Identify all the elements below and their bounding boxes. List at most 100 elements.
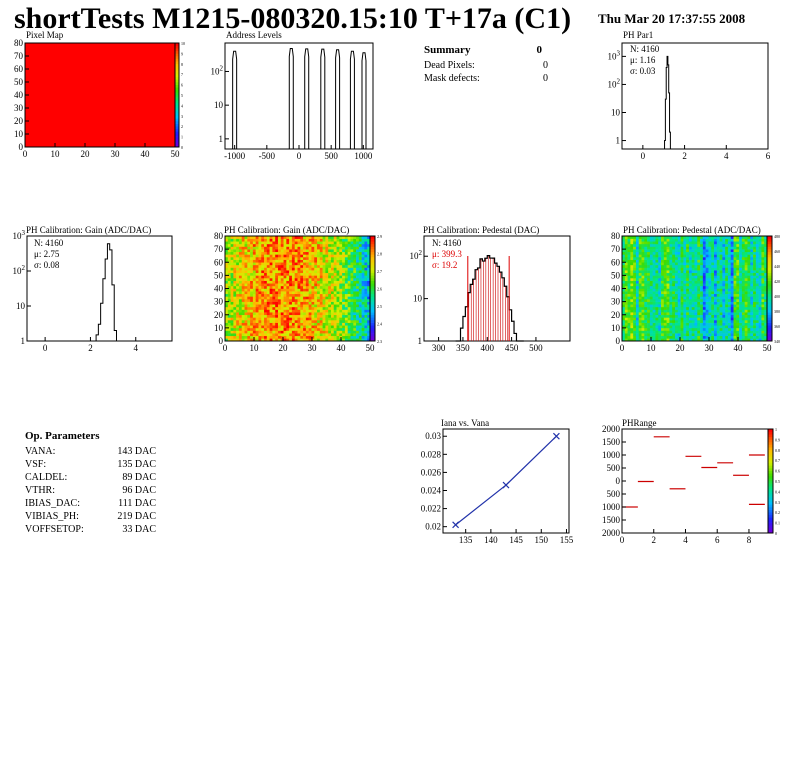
ph-pedestal-map-cell [736, 333, 740, 337]
ph-pedestal-map-cell [630, 327, 634, 331]
ph-pedestal-map-cell [700, 280, 704, 284]
ph-par1-x-tick-label: 2 [682, 151, 687, 161]
ph-gain-map-cell [317, 306, 321, 310]
ph-gain-map-cell [289, 272, 293, 276]
ph-pedestal-map-cell [652, 249, 656, 253]
ph-gain-map-cell [344, 304, 348, 308]
ph-gain-map-cell [238, 254, 243, 258]
ph-pedestal-map-cell [739, 262, 743, 266]
ph-gain-map-cell [230, 285, 234, 289]
ph-pedestal-map-cell [694, 301, 698, 305]
ph-pedestal-map-cell [702, 301, 706, 305]
ph-pedestal-map-cell [747, 301, 751, 305]
ph-gain-map-cell [344, 280, 348, 284]
ph-gain-map-cell [311, 291, 315, 295]
ph-pedestal-map-cell [725, 338, 729, 342]
ph-pedestal-map-cell [633, 264, 637, 268]
ph-gain-map-cell [330, 272, 335, 276]
ph-pedestal-map-cell [761, 280, 765, 284]
ph-pedestal-map-cell [725, 283, 729, 287]
ph-pedestal-map-cell [697, 262, 701, 266]
ph-gain-map-cell [297, 291, 301, 295]
ph-range-y-tick-label: 1000 [602, 450, 621, 460]
ph-pedestal-map-cell [694, 249, 698, 253]
ph-gain-map-cell [261, 312, 265, 316]
ph-pedestal-map-cell [663, 288, 667, 292]
ph-gain-map-cell [336, 288, 340, 292]
ph-gain-map-cell [252, 306, 256, 310]
ph-gain-map-cell [261, 320, 265, 323]
ph-pedestal-map-cell [697, 335, 701, 339]
ph-pedestal-map-cell [672, 262, 676, 266]
ph-pedestal-map-cell [633, 301, 637, 305]
ph-range-palette-tick-label: 0.4 [775, 489, 780, 494]
ph-gain-map-cell [244, 304, 248, 308]
ph-gain-map-cell [325, 270, 329, 274]
ph-pedestal-map-cell [686, 330, 690, 334]
ph-gain-map-cell [347, 254, 351, 258]
ph-gain-map-cell [319, 301, 323, 305]
ph-pedestal-map-cell [683, 241, 687, 245]
ph-gain-map-cell [317, 285, 321, 289]
ph-gain-map-cell [252, 333, 256, 337]
ph-gain-map-cell [328, 320, 332, 323]
ph-range-palette-frame [767, 428, 774, 534]
ph-pedestal-map-cell [747, 322, 751, 326]
ph-gain-map-cell [333, 285, 337, 289]
ph-gain-map-cell [317, 272, 321, 276]
ph-gain-map-cell [280, 299, 284, 302]
ph-pedestal-map-cell [638, 306, 642, 310]
ph-gain-map-cell [250, 243, 254, 247]
ph-pedestal-map-cell [700, 238, 704, 242]
ph-pedestal-map-cell [624, 338, 628, 342]
ph-gain-map-cell [261, 238, 265, 242]
ph-range-palette-segment [768, 460, 773, 464]
pixel-map-palette-segment [175, 82, 179, 85]
ph-gain-map-cell [247, 312, 251, 316]
ph-pedestal-map-cell [739, 264, 743, 268]
ph-gain-map-cell [342, 259, 346, 263]
ph-pedestal-map-cell [641, 301, 645, 305]
ph-pedestal-map-cell [722, 254, 726, 258]
ph-gain-map-cell [328, 309, 332, 313]
ph-pedestal-map-cell [739, 306, 743, 310]
ph-pedestal-map-cell [761, 267, 765, 271]
ph-gain-map-cell [305, 246, 309, 250]
ph-gain-map-cell [286, 338, 290, 342]
ph-pedestal-map-cell [694, 327, 698, 331]
ph-pedestal-map-cell [700, 262, 704, 266]
ph-gain-map-cell [325, 285, 329, 289]
pixel-map-palette-frame [174, 42, 180, 148]
ph-gain-map-cell [358, 241, 362, 245]
ph-pedestal-map-cell [750, 259, 754, 263]
ph-pedestal-map-cell [627, 327, 631, 331]
ph-gain-map-cell [227, 259, 231, 263]
ph-pedestal-map-cell [755, 296, 759, 300]
ph-pedestal-map-cell [725, 278, 729, 281]
ph-gain-map-cell [241, 338, 245, 342]
ph-gain-map-cell [330, 275, 335, 279]
ph-gain-map-cell [255, 236, 259, 239]
ph-pedestal-map-cell [663, 314, 667, 318]
ph-gain-map-cell [266, 299, 270, 302]
ph-gain-map-cell [339, 306, 343, 310]
ph-gain-map-cell [347, 264, 351, 268]
ph-pedestal-map-cell [716, 254, 720, 258]
ph-gain-map-cell [344, 236, 348, 239]
ph-pedestal-map-cell [652, 262, 656, 266]
ph-gain-map-cell [264, 251, 268, 255]
ph-gain-map-cell [225, 291, 229, 295]
ph-pedestal-map-cell [688, 301, 693, 305]
ph-gain-map-cell [311, 238, 315, 242]
ph-pedestal-map-cell [663, 306, 667, 310]
ph-pedestal-map-cell [663, 320, 667, 323]
ph-gain-map-cell [303, 291, 307, 295]
ph-gain-map-cell [356, 327, 360, 331]
ph-gain-map-cell [336, 280, 340, 284]
ph-pedestal-map-cell [747, 306, 751, 310]
ph-pedestal-map-cell [761, 314, 765, 318]
ph-gain-map-cell [236, 301, 240, 305]
ph-gain-map-cell [303, 296, 307, 300]
ph-gain-map-cell [230, 267, 234, 271]
ph-gain-map-cell [353, 278, 357, 281]
